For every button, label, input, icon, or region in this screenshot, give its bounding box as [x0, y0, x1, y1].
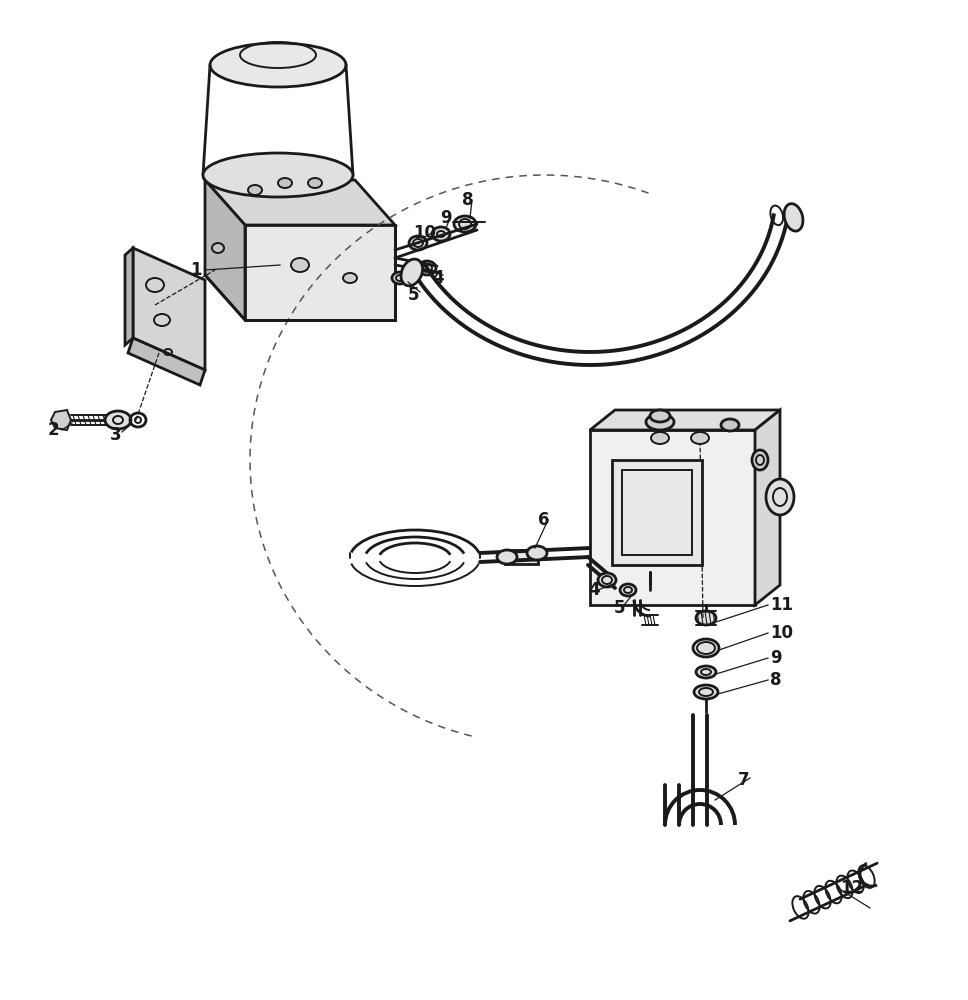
Ellipse shape — [291, 258, 309, 272]
Bar — [622, 470, 692, 555]
Bar — [612, 460, 702, 565]
Polygon shape — [755, 410, 780, 605]
Ellipse shape — [401, 259, 423, 286]
Text: 4: 4 — [432, 269, 443, 287]
Text: 8: 8 — [462, 191, 473, 209]
Text: 11: 11 — [770, 596, 793, 614]
Polygon shape — [205, 180, 395, 225]
Ellipse shape — [691, 432, 709, 444]
Ellipse shape — [527, 546, 547, 560]
Ellipse shape — [620, 584, 636, 596]
Polygon shape — [590, 430, 755, 605]
Ellipse shape — [418, 261, 436, 275]
Ellipse shape — [598, 573, 616, 587]
Text: 6: 6 — [538, 511, 550, 529]
Text: 1: 1 — [190, 261, 201, 279]
Ellipse shape — [497, 550, 517, 564]
Ellipse shape — [105, 411, 131, 429]
Polygon shape — [245, 225, 395, 320]
Ellipse shape — [694, 685, 718, 699]
Ellipse shape — [409, 236, 427, 250]
Text: 9: 9 — [440, 209, 452, 227]
Ellipse shape — [696, 611, 716, 625]
Text: 8: 8 — [770, 671, 781, 689]
Ellipse shape — [650, 410, 670, 422]
Ellipse shape — [392, 272, 408, 284]
Ellipse shape — [721, 419, 739, 431]
Text: 10: 10 — [770, 624, 793, 642]
Ellipse shape — [784, 204, 802, 231]
Polygon shape — [133, 248, 205, 370]
Polygon shape — [128, 338, 205, 385]
Ellipse shape — [651, 432, 669, 444]
Ellipse shape — [752, 450, 768, 470]
Ellipse shape — [308, 178, 322, 188]
Text: 2: 2 — [48, 421, 60, 439]
Polygon shape — [205, 180, 245, 320]
Ellipse shape — [454, 216, 476, 232]
Ellipse shape — [432, 227, 450, 241]
Ellipse shape — [248, 185, 262, 195]
Text: 5: 5 — [408, 286, 419, 304]
Ellipse shape — [212, 243, 224, 253]
Ellipse shape — [693, 639, 719, 657]
Text: 7: 7 — [738, 771, 749, 789]
Polygon shape — [125, 248, 133, 345]
Polygon shape — [590, 410, 780, 430]
Ellipse shape — [278, 178, 292, 188]
Text: 4: 4 — [588, 581, 599, 599]
Text: 12: 12 — [840, 879, 863, 897]
Text: 9: 9 — [770, 649, 781, 667]
Text: 3: 3 — [110, 426, 122, 444]
Ellipse shape — [210, 43, 346, 87]
Ellipse shape — [343, 273, 357, 283]
Ellipse shape — [766, 479, 794, 515]
Text: 10: 10 — [413, 224, 436, 242]
Text: 5: 5 — [614, 599, 625, 617]
Ellipse shape — [696, 666, 716, 678]
Ellipse shape — [646, 414, 674, 430]
Polygon shape — [51, 410, 71, 430]
Ellipse shape — [203, 153, 353, 197]
Bar — [505, 550, 538, 564]
